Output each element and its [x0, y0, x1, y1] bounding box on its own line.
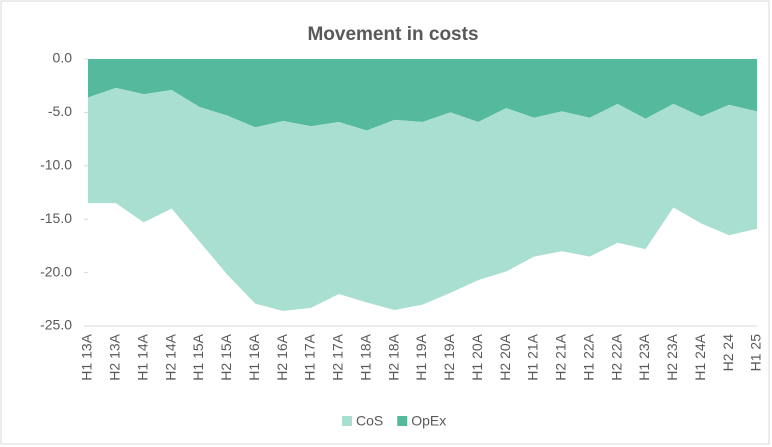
x-tick-label: H2 14A — [162, 333, 178, 380]
x-tick-label: H2 21A — [553, 333, 569, 380]
area — [88, 87, 757, 312]
x-tick-label: H2 18A — [385, 333, 401, 380]
x-tick-label: H1 22A — [580, 333, 596, 380]
x-tick-label: H2 22A — [608, 333, 624, 380]
x-tick-label: H2 20A — [497, 333, 513, 380]
x-tick-label: H1 23A — [636, 333, 652, 380]
x-tick-label: H1 20A — [469, 333, 485, 380]
y-tick-label: -20.0 — [40, 263, 72, 279]
legend-label: CoS — [356, 413, 383, 429]
y-tick-label: -15.0 — [40, 210, 72, 226]
x-tick-label: H1 18A — [357, 333, 373, 380]
x-tick-label: H1 25 — [748, 334, 764, 372]
x-tick-label: H2 19A — [441, 333, 457, 380]
legend-swatch — [342, 416, 352, 426]
x-tick-label: H1 15A — [190, 333, 206, 380]
x-tick-label: H2 24 — [720, 334, 736, 372]
x-tick-label: H2 23A — [664, 333, 680, 380]
y-tick-label: -5.0 — [48, 103, 72, 119]
area — [88, 59, 757, 131]
y-tick-label: -10.0 — [40, 157, 72, 173]
x-tick-label: H1 24A — [692, 333, 708, 380]
x-tick-label: H1 21A — [525, 333, 541, 380]
x-tick-label: H1 13A — [79, 333, 95, 380]
y-tick-label: -25.0 — [40, 317, 72, 333]
x-tick-label: H2 13A — [107, 333, 123, 380]
chart-title: Movement in costs — [307, 24, 478, 45]
x-tick-label: H1 16A — [246, 333, 262, 380]
legend-label: OpEx — [411, 413, 446, 429]
x-tick-label: H2 17A — [330, 333, 346, 380]
x-tick-label: H2 15A — [218, 333, 234, 380]
legend-swatch — [397, 416, 408, 426]
y-tick-label: 0.0 — [53, 50, 73, 66]
x-tick-label: H2 16A — [274, 333, 290, 380]
x-tick-label: H1 17A — [302, 333, 318, 380]
x-tick-label: H1 19A — [413, 333, 429, 380]
x-tick-label: H1 14A — [134, 333, 150, 380]
